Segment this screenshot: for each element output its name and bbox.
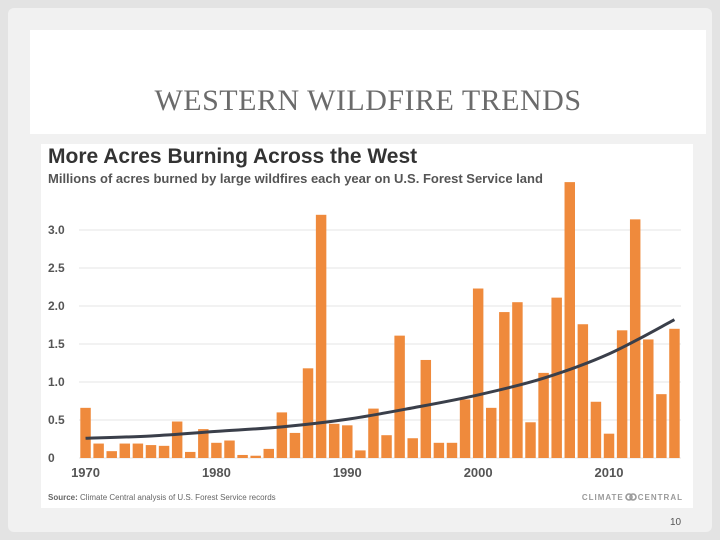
x-axis-ticks: 1970 1980 1990 2000 2010 [71, 465, 623, 480]
chart-card: More Acres Burning Across the West Milli… [41, 144, 693, 508]
y-tick-label: 0 [48, 451, 55, 465]
y-tick-label: 1.5 [48, 337, 65, 351]
source-label: Source: [48, 493, 78, 502]
bar [93, 443, 104, 458]
bar [381, 435, 392, 458]
bar [80, 407, 91, 458]
bar [629, 219, 641, 458]
bar [564, 182, 575, 458]
bar [289, 432, 301, 458]
bar [237, 454, 248, 458]
x-tick-label: 2010 [595, 465, 624, 480]
bar [551, 297, 562, 458]
bar [315, 214, 327, 458]
bar [394, 335, 405, 458]
y-tick-label: 2.0 [48, 299, 65, 313]
bar [616, 330, 628, 458]
bar [171, 421, 183, 458]
chart-subtitle: Millions of acres burned by large wildfi… [48, 171, 543, 186]
bar [250, 455, 261, 458]
bar [499, 312, 510, 458]
x-tick-label: 1990 [333, 465, 362, 480]
bar [145, 445, 157, 458]
bar [643, 339, 654, 458]
bars [80, 182, 680, 458]
bar [224, 440, 235, 458]
bar [486, 407, 497, 458]
trend-line [85, 318, 676, 440]
bar [459, 399, 471, 458]
chart-title: More Acres Burning Across the West [48, 145, 418, 168]
bar [132, 443, 144, 458]
x-tick-label: 1980 [202, 465, 231, 480]
brand-word-1: CLIMATE [581, 493, 624, 502]
bar-chart: 0 0.5 1.0 1.5 2.0 2.5 3.0 1970 1980 1990 2000 2010 [48, 182, 681, 480]
y-tick-label: 1.0 [48, 375, 65, 389]
source-text: Climate Central analysis of U.S. Forest … [80, 493, 276, 502]
bar [211, 442, 222, 458]
bar [420, 359, 432, 458]
y-axis-ticks: 0 0.5 1.0 1.5 2.0 2.5 3.0 [48, 223, 65, 465]
bar [590, 401, 602, 458]
x-tick-label: 1970 [71, 465, 100, 480]
x-tick-label: 2000 [464, 465, 493, 480]
bar [106, 451, 117, 458]
bar [158, 445, 170, 458]
bar [433, 442, 445, 458]
bar [342, 425, 353, 458]
bar [407, 438, 418, 458]
bar [198, 429, 209, 458]
bar [538, 372, 549, 458]
bar [302, 368, 314, 458]
bar [669, 328, 680, 458]
bar [263, 448, 274, 458]
y-tick-label: 3.0 [48, 223, 65, 237]
bar [119, 443, 131, 458]
slide-title-box: WESTERN WILDFIRE TRENDS [30, 30, 706, 134]
brand-logo: CLIMATE CENTRAL [582, 493, 683, 502]
bar [446, 442, 458, 458]
bar [328, 423, 340, 458]
y-tick-label: 0.5 [48, 413, 65, 427]
bar [577, 324, 589, 458]
page-number: 10 [670, 517, 682, 528]
chart-source: Source: Climate Central analysis of U.S.… [48, 493, 276, 502]
bar [472, 288, 484, 458]
bar [355, 450, 366, 458]
bar [368, 408, 379, 458]
bar [512, 302, 523, 458]
slide: WESTERN WILDFIRE TRENDS More Acres Burni… [8, 8, 712, 532]
bar [525, 422, 536, 458]
bar [185, 451, 196, 458]
bar [276, 412, 288, 458]
brand-word-2: CENTRAL [637, 493, 683, 502]
bar [656, 394, 667, 458]
y-tick-label: 2.5 [48, 261, 65, 275]
bar [603, 433, 615, 458]
brand-logo-icon [624, 493, 637, 501]
slide-title: WESTERN WILDFIRE TRENDS [154, 84, 582, 117]
